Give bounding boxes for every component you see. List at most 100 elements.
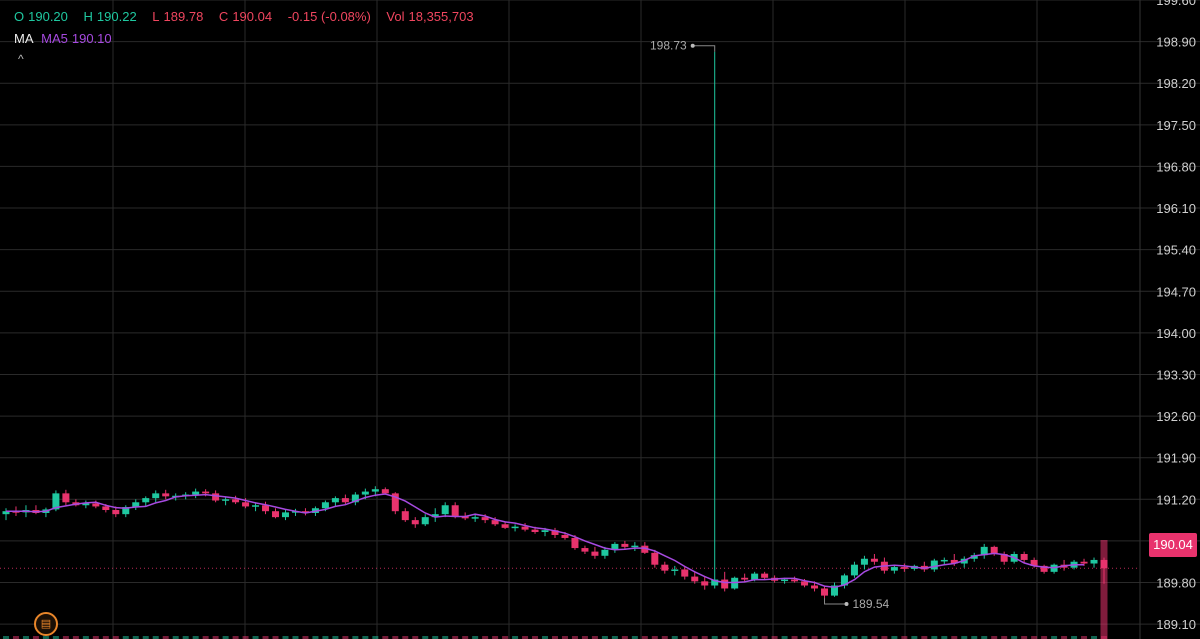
candle-body [1090, 559, 1098, 564]
candle-body [421, 517, 429, 525]
candle-body [990, 546, 998, 554]
volume-bar [1041, 636, 1048, 639]
volume-bar [392, 636, 399, 639]
candle-body [651, 552, 659, 565]
ma-row[interactable]: MA MA5 190.10 [14, 28, 478, 50]
candle-body [52, 493, 60, 510]
candle-body [122, 507, 130, 515]
volume-bar [641, 636, 648, 639]
y-tick-label: 198.20 [1156, 76, 1196, 91]
ma5-value: 190.10 [71, 31, 112, 46]
volume-bar [871, 636, 878, 639]
candle-body [850, 564, 858, 576]
volume-bar [841, 636, 848, 639]
candle-body [262, 505, 270, 512]
candle-body [521, 526, 529, 530]
volume-label: Vol [386, 9, 405, 24]
volume-bar [1021, 636, 1028, 639]
volume-bar [22, 636, 29, 639]
candle-body [331, 498, 339, 503]
candle-body [471, 517, 479, 519]
candle-body [351, 494, 359, 503]
volume-bar [512, 636, 519, 639]
volume-bar [651, 636, 658, 639]
volume-bar [811, 636, 818, 639]
ma5-label: MA5 [41, 31, 68, 46]
volume-bar [282, 636, 289, 639]
candle-body [661, 564, 669, 571]
candle-body [82, 503, 90, 506]
candle-body [152, 493, 160, 499]
high-marker-leader [692, 45, 716, 52]
volume-bar [342, 636, 349, 639]
candle-body [890, 567, 898, 571]
volume-bar [32, 636, 39, 639]
volume-bar [781, 636, 788, 639]
candle-body [1000, 553, 1008, 562]
volume-bar [1081, 636, 1088, 639]
candle-body [441, 505, 449, 515]
volume-bar [711, 636, 718, 639]
volume-bar [162, 636, 169, 639]
volume-bar [502, 636, 509, 639]
low-value: 189.78 [163, 9, 204, 24]
y-tick-label: 195.40 [1156, 243, 1196, 258]
candle-body [321, 502, 329, 509]
ma5-line [6, 493, 1084, 589]
candle-body [1040, 565, 1048, 572]
volume-bar [961, 636, 968, 639]
candle-body [631, 545, 639, 548]
candle-body [541, 530, 549, 533]
volume-bar [771, 636, 778, 639]
y-tick-label: 192.60 [1156, 409, 1196, 424]
volume-bar [462, 636, 469, 639]
candle-body [721, 579, 729, 589]
volume-bar [432, 636, 439, 639]
volume-bar [861, 636, 868, 639]
candle-body [701, 581, 709, 586]
calendar-icon[interactable]: ▤ [34, 612, 58, 636]
y-tick-label: 194.00 [1156, 326, 1196, 341]
volume-value: 18,355,703 [408, 9, 474, 24]
volume-bar [981, 636, 988, 639]
y-tick-label: 191.90 [1156, 451, 1196, 466]
candle-body [581, 548, 589, 552]
volume-bar [881, 636, 888, 639]
volume-bar [252, 636, 259, 639]
candle-body [611, 543, 619, 550]
volume-bar [1071, 636, 1078, 639]
volume-bar [12, 636, 19, 639]
candle-body [202, 491, 210, 494]
collapse-legend-button[interactable]: ^ [18, 52, 24, 66]
volume-bar [532, 636, 539, 639]
candle-body [281, 512, 289, 518]
volume-bar [991, 636, 998, 639]
volume-bar [671, 636, 678, 639]
candle-body [641, 545, 649, 553]
volume-bar [761, 636, 768, 639]
candle-body [481, 517, 489, 521]
volume-bar [522, 636, 529, 639]
high-marker-label: 198.73 [650, 39, 687, 53]
volume-bar [132, 636, 139, 639]
volume-bar [601, 636, 608, 639]
y-tick-label: 198.90 [1156, 35, 1196, 50]
volume-bar [112, 636, 119, 639]
open-value: 190.20 [28, 9, 68, 24]
volume-bar [202, 636, 209, 639]
candle-body [491, 520, 499, 525]
volume-bar [542, 636, 549, 639]
candle-body [391, 493, 399, 512]
volume-bar [581, 636, 588, 639]
volume-bar [741, 636, 748, 639]
candle-body [2, 511, 10, 515]
candle-body [511, 526, 519, 529]
volume-bar [312, 636, 319, 639]
volume-bar [262, 636, 269, 639]
volume-bar [681, 636, 688, 639]
candle-body [940, 559, 948, 562]
volume-bar [172, 636, 179, 639]
candle-body [811, 585, 819, 589]
high-value: 190.22 [96, 9, 137, 24]
